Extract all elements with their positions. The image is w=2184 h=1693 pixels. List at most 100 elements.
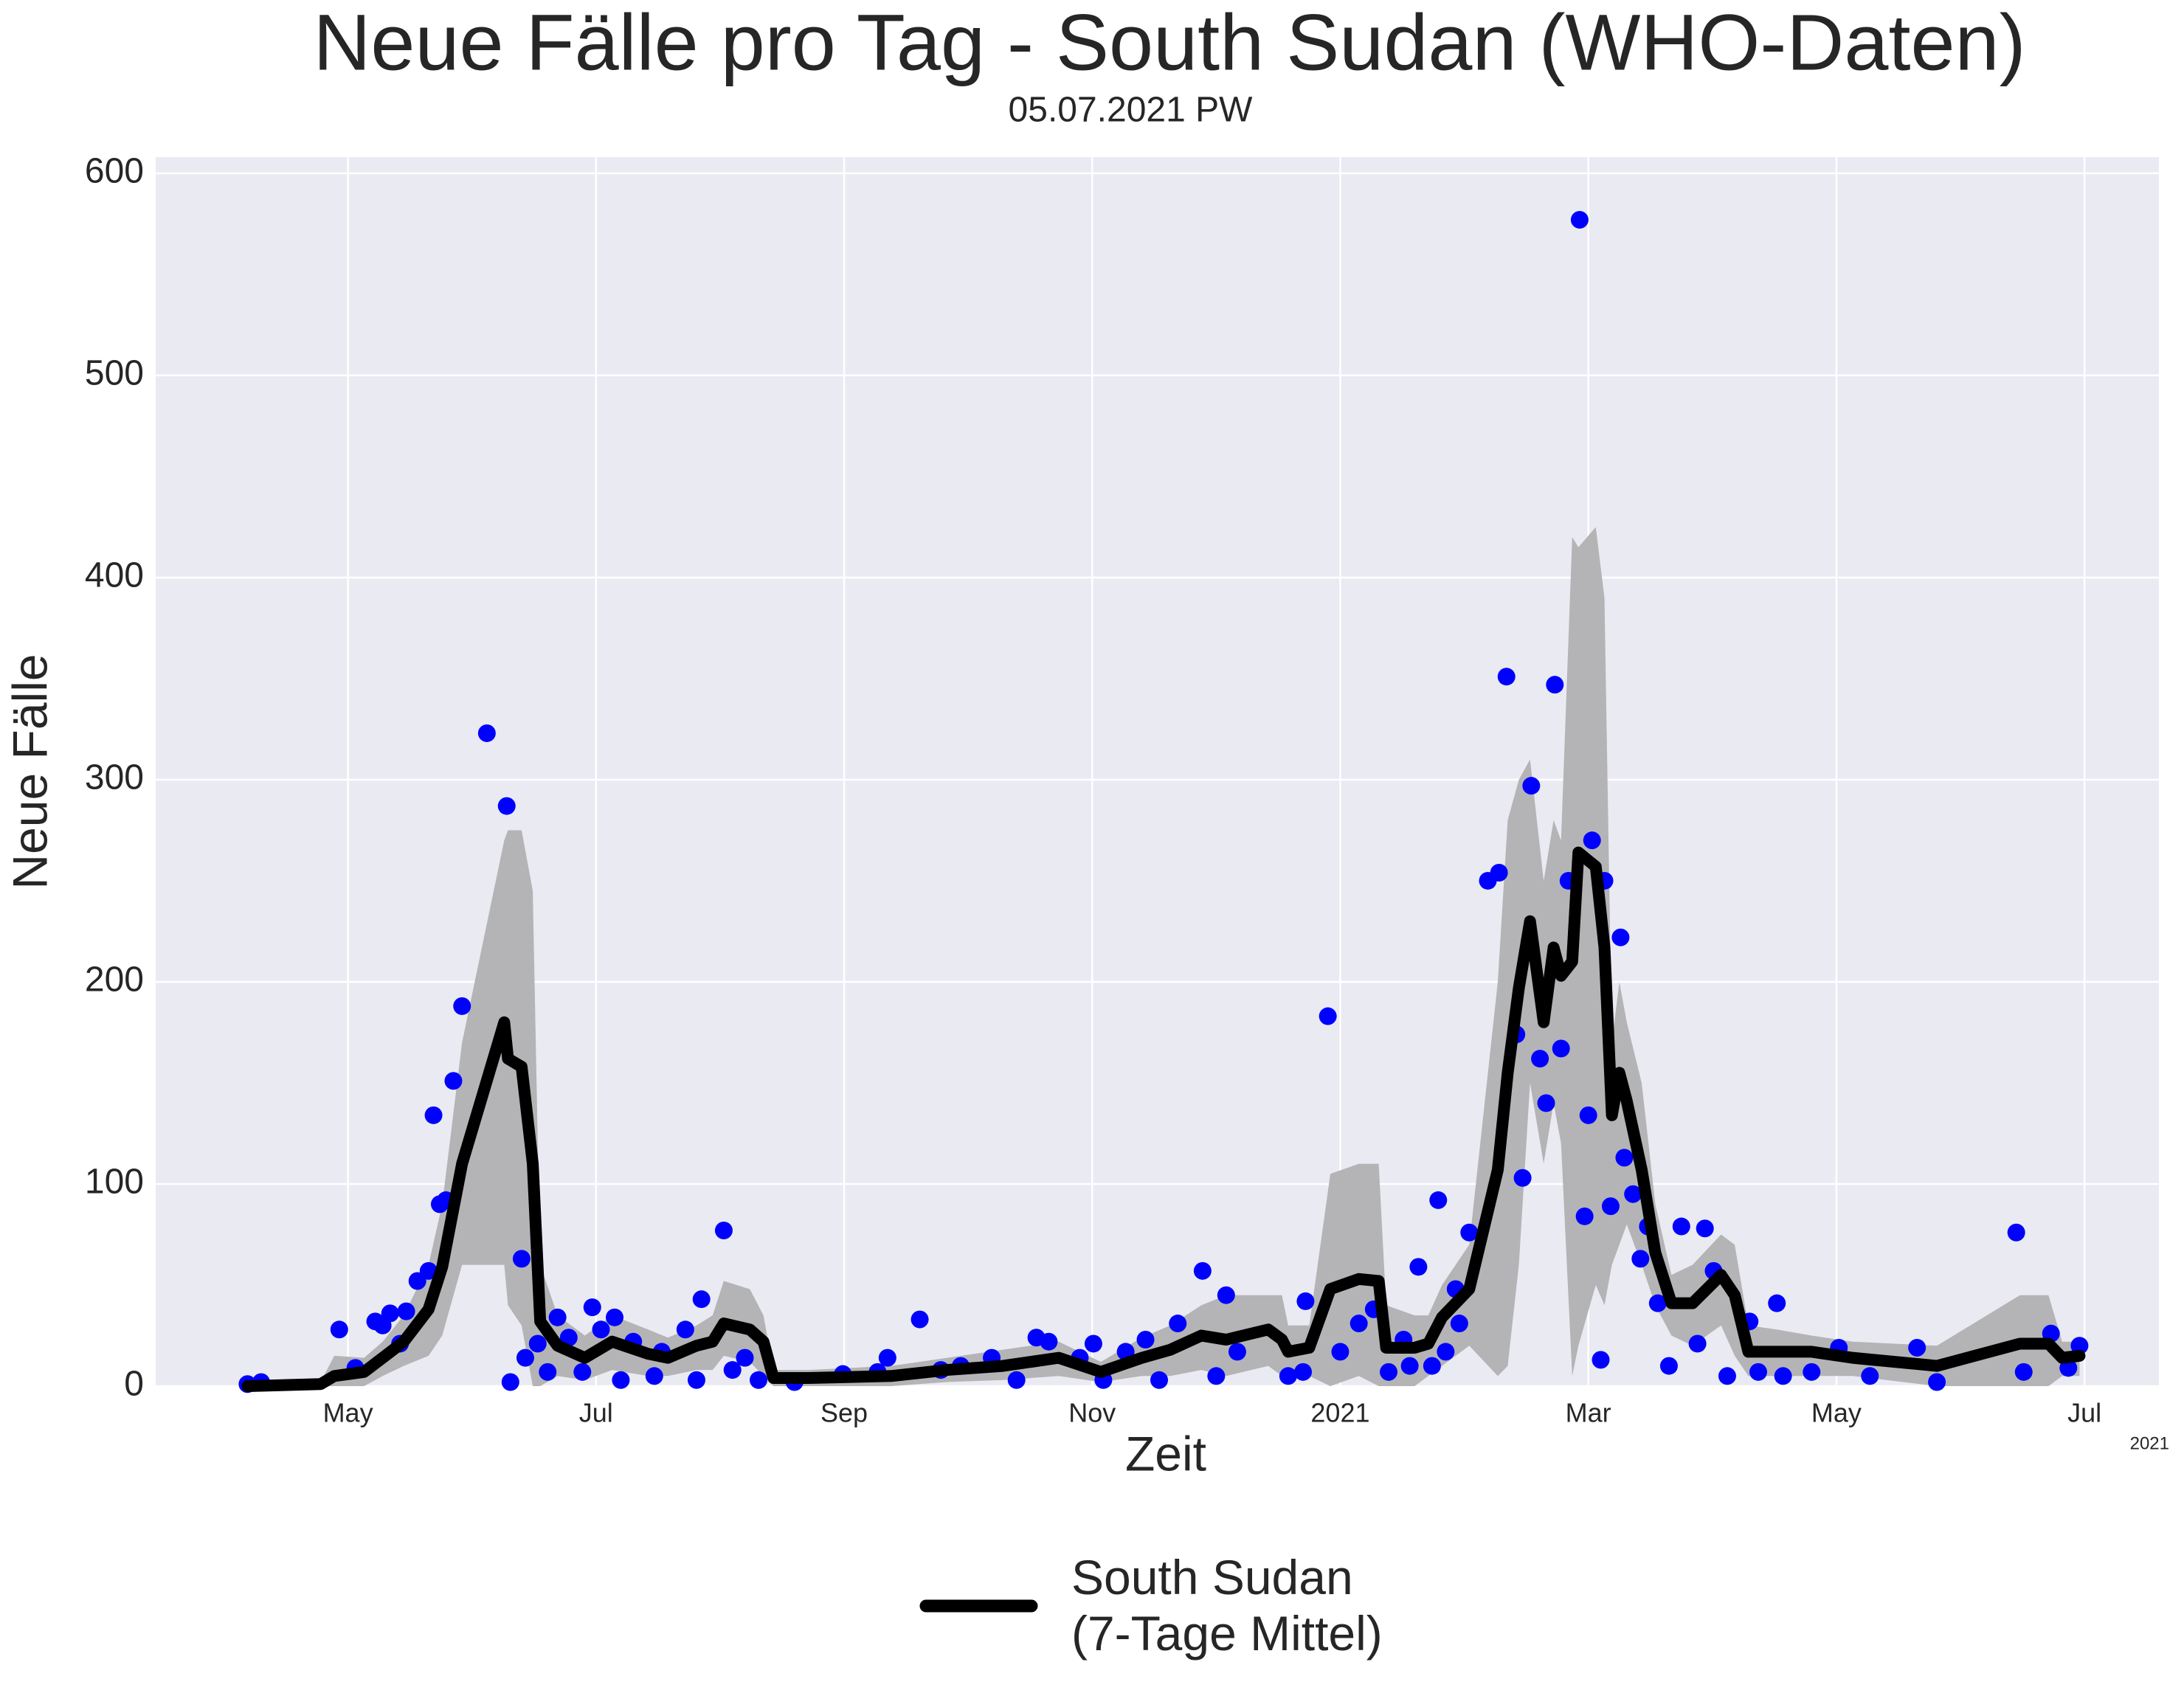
- data-point: [2007, 1223, 2025, 1242]
- data-point: [1861, 1367, 1879, 1385]
- data-point: [1217, 1286, 1235, 1304]
- data-point: [736, 1348, 754, 1367]
- x-tick-label: May: [323, 1398, 373, 1428]
- data-point: [1490, 864, 1508, 882]
- data-point: [1429, 1191, 1448, 1209]
- data-point: [453, 997, 471, 1015]
- data-point: [1718, 1367, 1736, 1385]
- data-point: [1409, 1258, 1428, 1276]
- data-point: [910, 1310, 929, 1329]
- data-point: [676, 1320, 694, 1339]
- data-point: [583, 1298, 601, 1317]
- data-point: [381, 1304, 399, 1323]
- data-point: [1749, 1363, 1767, 1381]
- y-axis-label: Neue Fälle: [2, 654, 57, 889]
- data-point: [1150, 1371, 1169, 1389]
- data-point: [397, 1302, 415, 1320]
- data-point: [1631, 1250, 1650, 1268]
- data-point: [1331, 1343, 1350, 1361]
- data-point: [1460, 1223, 1479, 1242]
- data-point: [1774, 1367, 1792, 1385]
- data-point: [714, 1222, 733, 1240]
- data-point: [1437, 1343, 1455, 1361]
- data-point: [573, 1363, 592, 1381]
- data-point: [1040, 1332, 1058, 1351]
- data-point: [592, 1320, 610, 1339]
- data-point: [1531, 1050, 1549, 1068]
- data-point: [1583, 831, 1601, 850]
- data-point: [1688, 1334, 1707, 1353]
- data-point: [1497, 668, 1516, 686]
- x-tick-label: Nov: [1068, 1398, 1116, 1428]
- data-point: [1648, 1294, 1667, 1312]
- x-tick-label: Mar: [1566, 1398, 1611, 1428]
- data-point: [477, 724, 496, 742]
- data-point: [1768, 1294, 1786, 1312]
- data-point: [1279, 1367, 1297, 1385]
- data-point: [645, 1367, 663, 1385]
- data-point: [1007, 1371, 1026, 1389]
- x-tick-label: Jul: [579, 1398, 613, 1428]
- data-point: [444, 1072, 463, 1090]
- mean-line: [241, 846, 2086, 1392]
- data-point: [424, 1106, 443, 1124]
- data-point: [1228, 1343, 1246, 1361]
- y-tick-label: 500: [85, 354, 144, 393]
- labels: 0 100 200 300 400 500 600 May Jul Sep Nov 2021 Mar Ma…: [85, 152, 2101, 1428]
- data-point: [1659, 1357, 1678, 1375]
- data-point: [1624, 1185, 1642, 1203]
- data-point: [559, 1329, 578, 1347]
- y-tick-label: 300: [85, 758, 144, 797]
- data-point: [1546, 676, 1564, 694]
- marks: [238, 210, 2089, 1393]
- data-point: [687, 1371, 705, 1389]
- x-tick-label: Jul: [2067, 1398, 2101, 1428]
- data-point: [723, 1361, 742, 1379]
- data-point: [1611, 928, 1630, 946]
- data-point: [512, 1250, 531, 1268]
- chart-subtitle: 05.07.2021 PW: [1009, 91, 1254, 130]
- data-point: [1672, 1217, 1690, 1236]
- data-point: [330, 1320, 348, 1339]
- data-point: [692, 1290, 711, 1309]
- data-point: [1400, 1357, 1419, 1375]
- data-point: [516, 1348, 534, 1367]
- data-point: [750, 1371, 768, 1389]
- data-point: [539, 1363, 557, 1381]
- data-point: [1450, 1315, 1468, 1333]
- y-tick-label: 400: [85, 556, 144, 595]
- data-point: [1696, 1219, 1714, 1238]
- data-point: [1575, 1207, 1594, 1225]
- x-tick-label: Sep: [820, 1398, 868, 1428]
- data-point: [1296, 1292, 1315, 1310]
- data-point: [1615, 1149, 1634, 1167]
- data-point: [2070, 1337, 2089, 1355]
- data-point: [1193, 1261, 1212, 1280]
- y-tick-label: 200: [85, 960, 144, 1000]
- confidence-band: [247, 527, 2080, 1386]
- data-point: [1579, 1106, 1597, 1124]
- data-point: [1908, 1338, 1926, 1357]
- x-tick-label: May: [1811, 1398, 1862, 1428]
- data-point: [1601, 1197, 1620, 1216]
- data-point: [497, 797, 516, 815]
- y-tick-label: 600: [85, 152, 144, 191]
- data-point: [1570, 210, 1589, 229]
- data-point: [1136, 1330, 1155, 1348]
- chart-title: Neue Fälle pro Tag - South Sudan (WHO-Da…: [313, 0, 2025, 87]
- data-point: [1380, 1363, 1398, 1381]
- data-point: [2014, 1363, 2033, 1381]
- data-point: [1207, 1367, 1226, 1385]
- data-point: [1294, 1363, 1313, 1381]
- legend-label: South Sudan (7-Tage Mittel): [1071, 1550, 1383, 1661]
- x-tick-label: 2021: [1310, 1398, 1369, 1428]
- data-point: [1552, 1039, 1570, 1058]
- x-axis-label: Zeit: [1125, 1426, 1206, 1481]
- y-tick-label: 100: [85, 1163, 144, 1202]
- data-point: [528, 1334, 547, 1353]
- data-point: [1928, 1373, 1946, 1391]
- data-point: [1592, 1351, 1610, 1369]
- data-point: [1423, 1357, 1441, 1375]
- y-tick-label: 0: [124, 1365, 144, 1404]
